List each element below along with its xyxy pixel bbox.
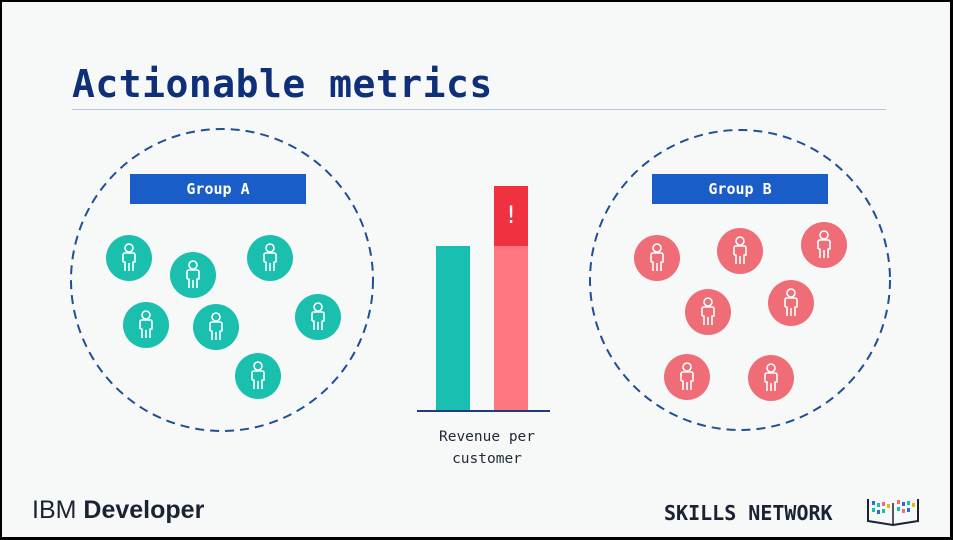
skills-network-logo: SKILLS NETWORK (664, 501, 833, 525)
group-b-people (634, 222, 847, 401)
person-icon (106, 235, 152, 281)
person-icon (123, 302, 169, 348)
alert-icon: ! (506, 201, 516, 229)
person-icon (170, 252, 216, 298)
ibm-developer-logo: IBM Developer (32, 496, 204, 525)
person-icon (664, 354, 710, 400)
slide-title: Actionable metrics (72, 62, 493, 106)
developer-text: Developer (83, 496, 205, 524)
ibm-text: IBM (32, 496, 84, 524)
group-a-label: Group A (130, 174, 306, 204)
bar-group-b-base (494, 246, 528, 411)
person-icon (717, 228, 763, 274)
caption-line-1: Revenue per (438, 429, 536, 445)
person-icon (748, 355, 794, 401)
title-divider (72, 109, 886, 110)
group-a-people (106, 235, 341, 399)
chart-caption: Revenue per customer (412, 426, 562, 470)
bar-group-a (436, 246, 470, 411)
person-icon (295, 294, 341, 340)
skills-network-book-icon (867, 499, 919, 527)
person-icon (685, 289, 731, 335)
person-icon (247, 235, 293, 281)
caption-line-2: customer (452, 451, 522, 467)
group-b-label: Group B (652, 174, 828, 204)
bar-group-b-excess (494, 186, 528, 246)
person-icon (634, 235, 680, 281)
group-a-boundary (70, 128, 374, 432)
group-b-boundary (589, 129, 891, 431)
person-icon (768, 280, 814, 326)
person-icon (193, 304, 239, 350)
person-icon (235, 353, 281, 399)
person-icon (801, 222, 847, 268)
